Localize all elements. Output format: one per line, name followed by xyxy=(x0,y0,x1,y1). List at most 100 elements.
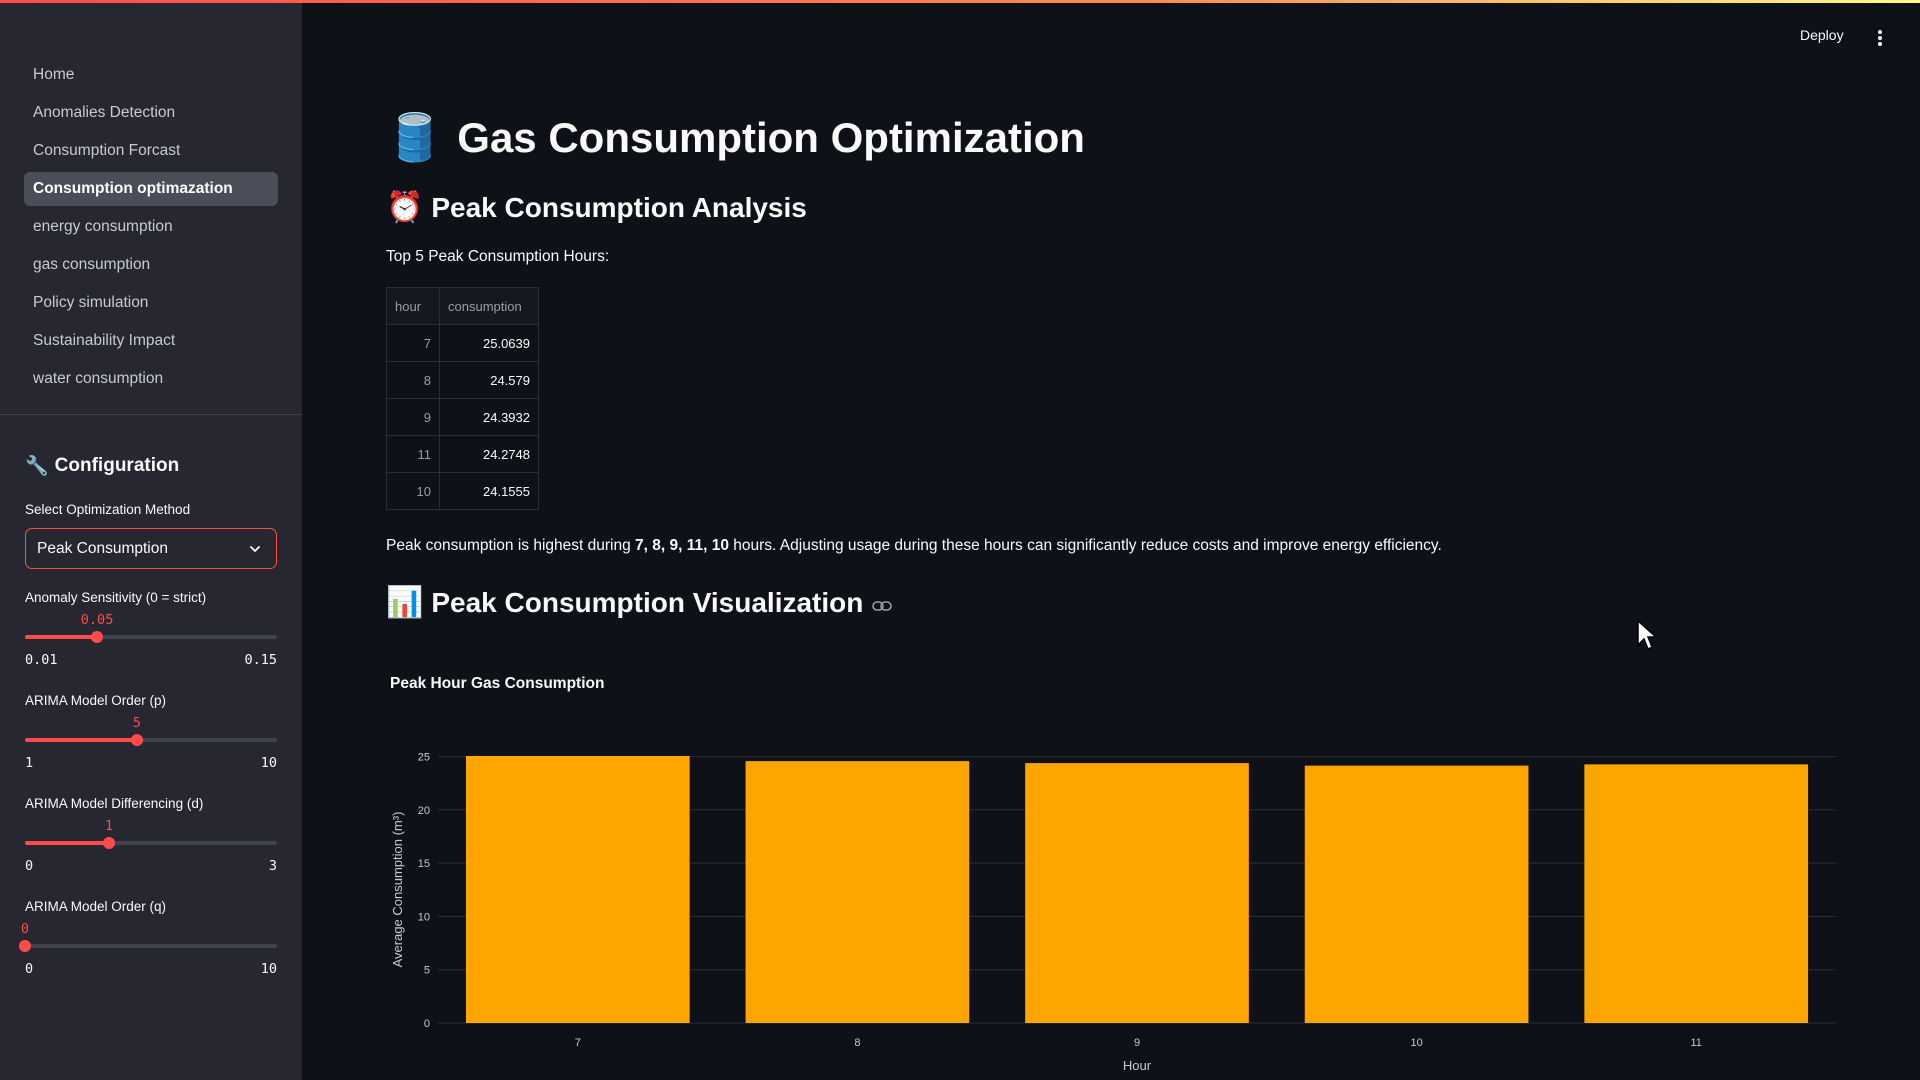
slider-min: 0 xyxy=(25,858,34,874)
oil-barrel-icon: 🛢️ xyxy=(386,111,444,163)
cell-hour: 7 xyxy=(386,324,440,362)
slider-label: ARIMA Model Order (q) xyxy=(25,899,167,914)
slider-track[interactable] xyxy=(25,635,277,639)
sidebar-nav: Home Anomalies Detection Consumption Forca… xyxy=(24,58,278,400)
slider-handle[interactable] xyxy=(91,631,104,643)
wrench-icon: 🔧 xyxy=(25,456,49,477)
bar-chart-icon: 📊 xyxy=(386,586,424,619)
sidebar-item-water-consumption[interactable]: water consumption xyxy=(33,370,164,387)
y-axis-label: Average Consumption (m³) xyxy=(390,812,405,968)
section-title: Peak Consumption Analysis xyxy=(431,191,807,223)
configuration-title: Configuration xyxy=(54,455,180,476)
chart-title: Peak Hour Gas Consumption xyxy=(390,675,605,692)
sidebar-divider xyxy=(0,414,302,415)
summary-suffix: hours. Adjusting usage during these hour… xyxy=(728,537,1442,554)
slider-value: 5 xyxy=(132,715,141,731)
slider-label: ARIMA Model Differencing (d) xyxy=(25,796,204,811)
sidebar-item-home[interactable]: Home xyxy=(33,66,75,83)
slider-track[interactable] xyxy=(25,738,277,742)
kebab-menu-icon[interactable] xyxy=(1872,28,1888,48)
bar-hour-10 xyxy=(1304,765,1529,1023)
section-title: Peak Consumption Visualization xyxy=(431,586,864,618)
sidebar: Home Anomalies Detection Consumption Forca… xyxy=(0,0,302,1080)
slider-handle[interactable] xyxy=(130,734,143,746)
slider-max: 3 xyxy=(268,858,277,874)
x-tick-label: 9 xyxy=(1134,1037,1140,1049)
bar-hour-9 xyxy=(1025,763,1249,1023)
y-tick-label: 10 xyxy=(418,911,430,923)
cell-consumption: 24.1555 xyxy=(439,472,539,510)
x-tick-label: 11 xyxy=(1690,1037,1701,1049)
table-row: 9 24.3932 xyxy=(386,398,539,436)
summary-hours: 7, 8, 9, 11, 10 xyxy=(635,537,729,554)
slider-handle[interactable] xyxy=(102,837,115,849)
section-peak-analysis: ⏰ Peak Consumption Analysis xyxy=(386,190,807,225)
y-tick-label: 0 xyxy=(424,1018,430,1030)
y-tick-label: 20 xyxy=(418,805,430,817)
slider-fill xyxy=(25,841,109,845)
mouse-cursor-icon xyxy=(1637,619,1658,651)
x-tick-label: 10 xyxy=(1410,1037,1422,1049)
select-value: Peak Consumption xyxy=(37,539,168,557)
summary-text: Peak consumption is highest during 7, 8,… xyxy=(386,537,1442,555)
sidebar-item-anomalies-detection[interactable]: Anomalies Detection xyxy=(33,104,176,121)
slider-value: 0 xyxy=(20,921,30,937)
table-header-row: hour consumption xyxy=(386,287,539,325)
sidebar-item-consumption-optimazation[interactable]: Consumption optimazation xyxy=(24,172,278,206)
section-peak-visualization: 📊 Peak Consumption Visualization xyxy=(386,585,893,620)
configuration-heading: 🔧 Configuration xyxy=(25,454,179,478)
slider-min: 0.01 xyxy=(25,652,58,668)
x-tick-label: 7 xyxy=(575,1037,581,1049)
x-tick-label: 8 xyxy=(854,1037,860,1049)
slider-handle[interactable] xyxy=(19,940,31,952)
slider-fill xyxy=(25,738,137,742)
slider[interactable]: 0 0 10 xyxy=(19,921,277,981)
alarm-clock-icon: ⏰ xyxy=(386,191,424,224)
cell-consumption: 24.2748 xyxy=(439,435,539,473)
slider-fill xyxy=(25,635,98,639)
link-icon[interactable] xyxy=(871,599,893,613)
slider-max: 0.15 xyxy=(244,652,277,668)
column-header: consumption xyxy=(439,287,539,325)
deploy-button[interactable]: Deploy xyxy=(1800,27,1844,43)
bar-hour-7 xyxy=(465,755,690,1023)
cell-hour: 9 xyxy=(386,398,440,436)
sidebar-item-sustainability-impact[interactable]: Sustainability Impact xyxy=(33,332,176,349)
slider-max: 10 xyxy=(260,755,277,771)
table-row: 7 25.0639 xyxy=(386,324,539,362)
cell-hour: 8 xyxy=(386,361,440,399)
x-axis-label: Hour xyxy=(1123,1058,1152,1073)
peak-hours-table: hour consumption 7 25.0639 8 24.579 9 24.3932… xyxy=(386,287,539,510)
cell-consumption: 24.579 xyxy=(439,361,539,399)
page-title: 🛢️ Gas Consumption Optimization xyxy=(386,110,1085,165)
table-row: 10 24.1555 xyxy=(386,472,539,510)
sidebar-item-gas-consumption[interactable]: gas consumption xyxy=(33,256,151,273)
sidebar-item-energy-consumption[interactable]: energy consumption xyxy=(33,218,173,235)
cell-consumption: 24.3932 xyxy=(439,398,539,436)
slider-max: 10 xyxy=(260,961,277,977)
slider-min: 0 xyxy=(25,961,34,977)
bar-hour-8 xyxy=(745,761,970,1023)
slider-track[interactable] xyxy=(25,841,277,845)
y-tick-label: 15 xyxy=(418,858,430,870)
column-header: hour xyxy=(386,287,440,325)
y-tick-label: 5 xyxy=(424,965,430,977)
slider[interactable]: 1 0 3 xyxy=(25,818,277,878)
chevron-down-icon xyxy=(250,545,260,552)
slider[interactable]: 5 1 10 xyxy=(25,715,277,775)
optimization-method-select[interactable]: Peak Consumption xyxy=(25,528,277,569)
method-label: Select Optimization Method xyxy=(25,502,191,517)
page-title-text: Gas Consumption Optimization xyxy=(457,113,1085,161)
y-tick-label: 25 xyxy=(418,752,430,764)
slider-value: 0.05 xyxy=(80,612,114,628)
slider[interactable]: 0.05 0.01 0.15 xyxy=(25,612,277,672)
slider-label: Anomaly Sensitivity (0 = strict) xyxy=(25,590,207,605)
cell-hour: 10 xyxy=(386,472,440,510)
sidebar-item-consumption-forcast[interactable]: Consumption Forcast xyxy=(33,142,181,159)
sidebar-item-policy-simulation[interactable]: Policy simulation xyxy=(33,294,149,311)
slider-min: 1 xyxy=(25,755,34,771)
slider-track[interactable] xyxy=(25,944,277,948)
table-row: 8 24.579 xyxy=(386,361,539,399)
slider-value: 1 xyxy=(104,818,113,834)
table-row: 11 24.2748 xyxy=(386,435,539,473)
